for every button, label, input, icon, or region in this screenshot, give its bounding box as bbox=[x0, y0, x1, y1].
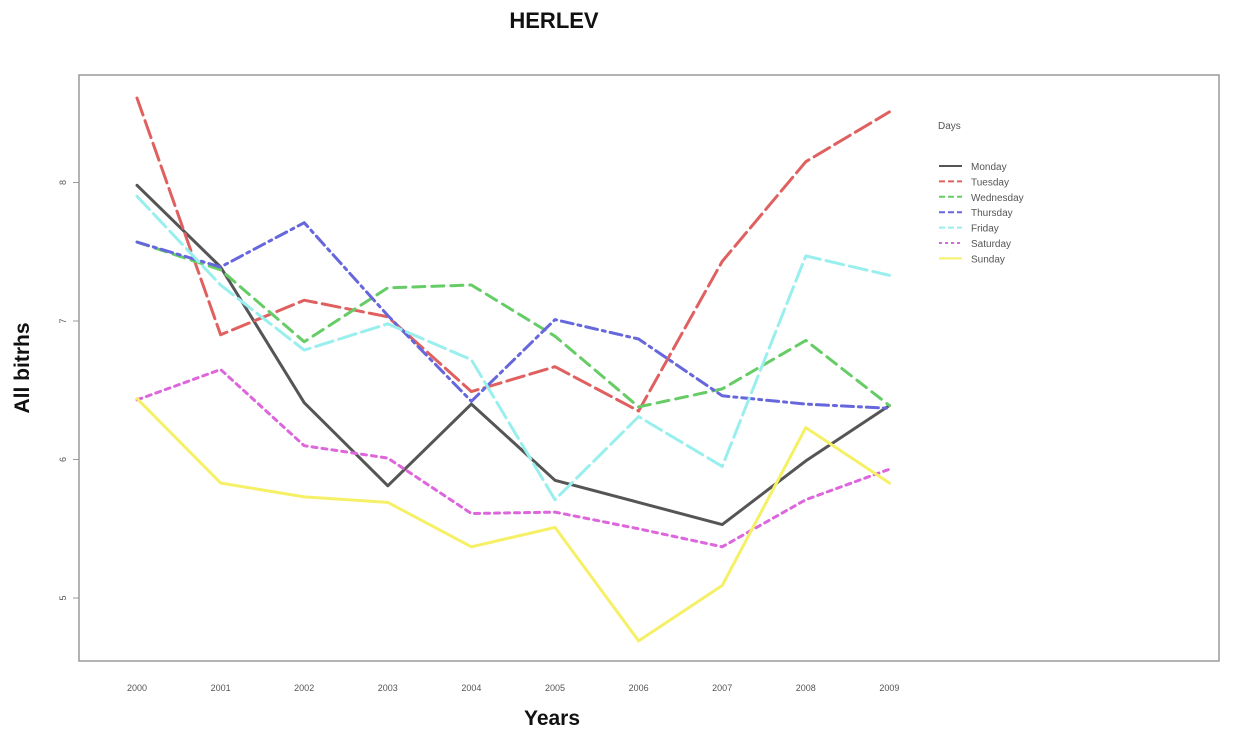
legend-label-sunday: Sunday bbox=[971, 254, 1005, 265]
legend: Days Monday Tuesday Wednesday Thursday Frida… bbox=[938, 121, 1024, 265]
y-tick-label: 8 bbox=[58, 180, 68, 185]
x-tick-label: 2007 bbox=[712, 683, 732, 693]
legend-label-friday: Friday bbox=[971, 224, 999, 235]
x-axis-title: Years bbox=[524, 707, 580, 730]
y-tick-label: 6 bbox=[58, 457, 68, 462]
legend-items: Monday Tuesday Wednesday Thursday Friday Satu… bbox=[939, 162, 1024, 265]
x-tick-label: 2003 bbox=[378, 683, 398, 693]
legend-label-saturday: Saturday bbox=[971, 239, 1011, 250]
series-line-saturday bbox=[135, 368, 891, 549]
series-line-monday bbox=[135, 183, 891, 527]
legend-label-monday: Monday bbox=[971, 162, 1007, 173]
chart-title: HERLEV bbox=[509, 8, 599, 33]
x-tick-label: 2005 bbox=[545, 683, 565, 693]
y-tick-label: 5 bbox=[58, 595, 68, 600]
legend-title: Days bbox=[938, 121, 961, 132]
x-tick-label: 2001 bbox=[211, 683, 231, 693]
plot-frame bbox=[78, 74, 1220, 662]
legend-label-wednesday: Wednesday bbox=[971, 193, 1024, 204]
x-tick-label: 2009 bbox=[879, 683, 899, 693]
x-tick-label: 2008 bbox=[796, 683, 816, 693]
x-tick-label: 2002 bbox=[294, 683, 314, 693]
series-line-thursday bbox=[135, 221, 891, 410]
series-line-sunday bbox=[135, 397, 891, 643]
x-tick-label: 2004 bbox=[461, 683, 481, 693]
series-line-wednesday bbox=[135, 240, 891, 409]
legend-label-thursday: Thursday bbox=[971, 208, 1013, 219]
x-axis-ticks: 2000 2001 2002 2003 2004 2005 2006 2007 2008 2009 bbox=[127, 683, 899, 693]
y-axis-title: All bitrhs bbox=[11, 322, 34, 413]
y-axis-ticks: 5 6 7 8 bbox=[58, 180, 79, 601]
x-tick-label: 2006 bbox=[629, 683, 649, 693]
series-line-friday bbox=[135, 194, 891, 502]
legend-label-tuesday: Tuesday bbox=[971, 177, 1009, 188]
y-tick-label: 7 bbox=[58, 318, 68, 323]
series-lines bbox=[135, 96, 891, 643]
x-tick-label: 2000 bbox=[127, 683, 147, 693]
series-line-tuesday bbox=[135, 96, 891, 413]
